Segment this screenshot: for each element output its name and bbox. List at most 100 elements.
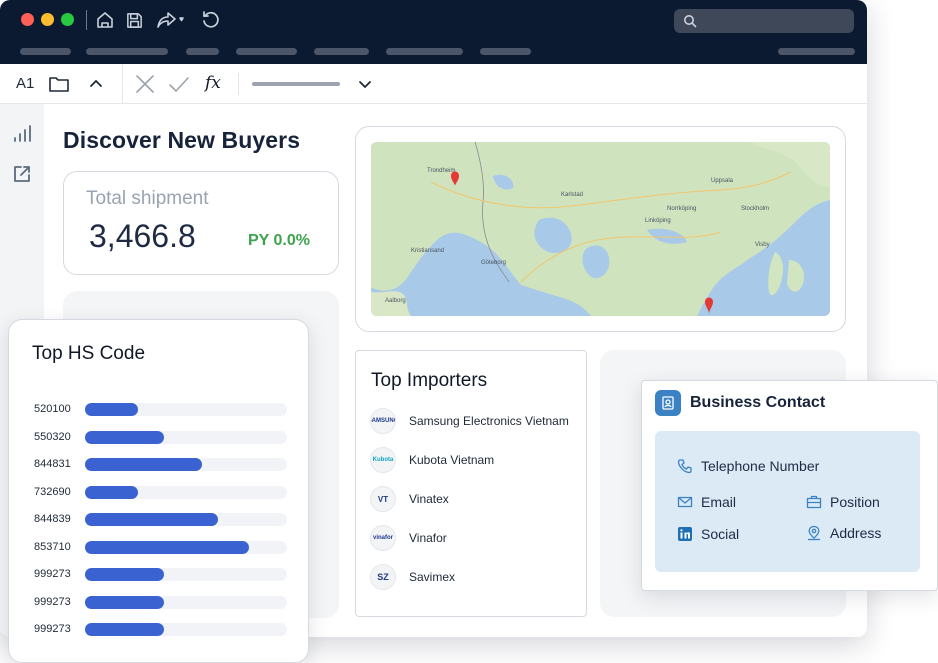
top-hs-code-title: Top HS Code [32, 343, 146, 364]
importer-name: Vinafor [409, 531, 447, 545]
address-label: Address [830, 525, 882, 541]
hs-code-row[interactable]: 999273 [34, 622, 290, 636]
position-field[interactable]: Position [806, 493, 880, 511]
business-contact-card: Business Contact Telephone Number Email … [641, 380, 938, 591]
importer-item[interactable]: vinafor Vinafor [370, 525, 580, 553]
address-field[interactable]: Address [806, 524, 881, 542]
location-icon [808, 525, 820, 541]
confirm-icon[interactable] [168, 73, 190, 100]
hs-code-bar [85, 485, 138, 499]
hs-code-label: 550320 [34, 430, 71, 443]
hs-code-bar [85, 403, 138, 416]
function-icon[interactable]: fx [205, 73, 221, 93]
contact-fields-panel: Telephone Number Email Position Social A… [655, 431, 920, 572]
menu-item-1[interactable] [20, 48, 71, 55]
page-title: Discover New Buyers [63, 127, 301, 153]
map-label: Aalborg [385, 298, 406, 304]
hs-code-row[interactable]: 520100 [34, 402, 290, 416]
hs-code-label: 520100 [34, 403, 71, 415]
hs-code-row[interactable]: 732690 [34, 485, 290, 499]
map-label: Norrköping [667, 206, 696, 212]
map-card: Trondheim Göteborg Norrköping Linköping … [355, 126, 846, 332]
chevron-down-icon[interactable] [356, 75, 374, 98]
email-field[interactable]: Email [677, 493, 736, 511]
refresh-icon[interactable] [200, 9, 220, 31]
linkedin-icon [678, 527, 692, 541]
hs-code-label: 844839 [34, 513, 71, 525]
briefcase-icon [806, 495, 822, 509]
hs-code-label: 853710 [34, 540, 71, 553]
hs-code-row[interactable]: 844839 [34, 512, 290, 526]
map-pin-icon[interactable] [451, 171, 459, 187]
buyers-map[interactable]: Trondheim Göteborg Norrköping Linköping … [371, 142, 830, 316]
title-bar [0, 0, 867, 64]
formula-bar: A1 fx [0, 64, 867, 104]
hs-code-bar-track [85, 513, 287, 526]
importer-item[interactable]: VT Vinatex [370, 486, 580, 514]
hs-code-label: 844831 [34, 458, 71, 470]
importer-name: Vinatex [409, 492, 449, 506]
external-link-icon[interactable] [12, 164, 32, 189]
hs-code-bar [85, 623, 164, 636]
map-pin-icon[interactable] [705, 297, 713, 315]
formula-divider-2 [238, 73, 239, 95]
importer-logo: VT [370, 486, 396, 512]
hs-code-bar-track [85, 458, 287, 471]
telephone-field[interactable]: Telephone Number [677, 457, 819, 475]
hs-code-bar-track [85, 623, 287, 636]
menu-item-8[interactable] [778, 48, 855, 55]
social-field[interactable]: Social [677, 525, 739, 543]
telephone-label: Telephone Number [701, 458, 820, 474]
toolbar-divider [86, 10, 87, 30]
menu-item-6[interactable] [386, 48, 463, 55]
map-label: Uppsala [711, 178, 734, 184]
importer-item[interactable]: SZ Savimex [370, 564, 580, 592]
menu-item-3[interactable] [186, 48, 219, 55]
formula-input[interactable] [252, 82, 340, 86]
hs-code-bar-track [85, 403, 287, 416]
signal-icon[interactable] [12, 124, 32, 149]
home-icon[interactable] [95, 9, 115, 31]
close-window-button[interactable] [21, 13, 34, 26]
maximize-window-button[interactable] [61, 13, 74, 26]
previous-year-change: PY 0.0% [248, 232, 310, 249]
minimize-window-button[interactable] [41, 13, 54, 26]
importer-item[interactable]: SAMSUNG Samsung Electronics Vietnam [370, 408, 580, 436]
hs-code-bar [85, 595, 164, 609]
total-shipment-label: Total shipment [86, 188, 209, 209]
business-contact-title: Business Contact [690, 394, 826, 411]
search-input[interactable] [674, 9, 854, 33]
menu-item-2[interactable] [86, 48, 168, 55]
importer-logo: Kubota [370, 447, 396, 473]
hs-code-bar [85, 458, 202, 471]
contact-card-icon [655, 390, 681, 416]
hs-code-row[interactable]: 999273 [34, 595, 290, 609]
share-icon[interactable] [156, 9, 186, 31]
hs-code-row[interactable]: 999273 [34, 567, 290, 581]
top-importers-title: Top Importers [371, 370, 488, 391]
save-icon[interactable] [125, 9, 144, 31]
cell-reference[interactable]: A1 [16, 75, 35, 92]
top-hs-code-card: Top HS Code 520100 550320 844831 732690 8448… [8, 319, 309, 663]
top-importers-card: Top Importers SAMSUNG Samsung Electronic… [355, 350, 587, 617]
menu-item-5[interactable] [314, 48, 369, 55]
menu-item-4[interactable] [236, 48, 297, 55]
hs-code-row[interactable]: 853710 [34, 540, 290, 554]
map-label: Stockholm [741, 206, 769, 212]
chevron-up-icon[interactable] [86, 74, 106, 99]
hs-code-row[interactable]: 844831 [34, 457, 290, 471]
importer-item[interactable]: Kubota Kubota Vietnam [370, 447, 580, 475]
hs-code-bar [85, 513, 218, 526]
hs-code-row[interactable]: 550320 [34, 430, 290, 444]
menu-item-7[interactable] [480, 48, 531, 55]
cancel-icon[interactable] [134, 73, 156, 100]
hs-code-bar-track [85, 485, 287, 499]
map-label: Trondheim [427, 168, 455, 174]
social-label: Social [701, 526, 740, 542]
total-shipment-card[interactable]: Total shipment 3,466.8 PY 0.0% [63, 171, 339, 275]
email-label: Email [701, 494, 737, 510]
folder-icon[interactable] [48, 73, 70, 100]
map-label: Karlstad [561, 192, 583, 198]
position-label: Position [830, 494, 880, 510]
